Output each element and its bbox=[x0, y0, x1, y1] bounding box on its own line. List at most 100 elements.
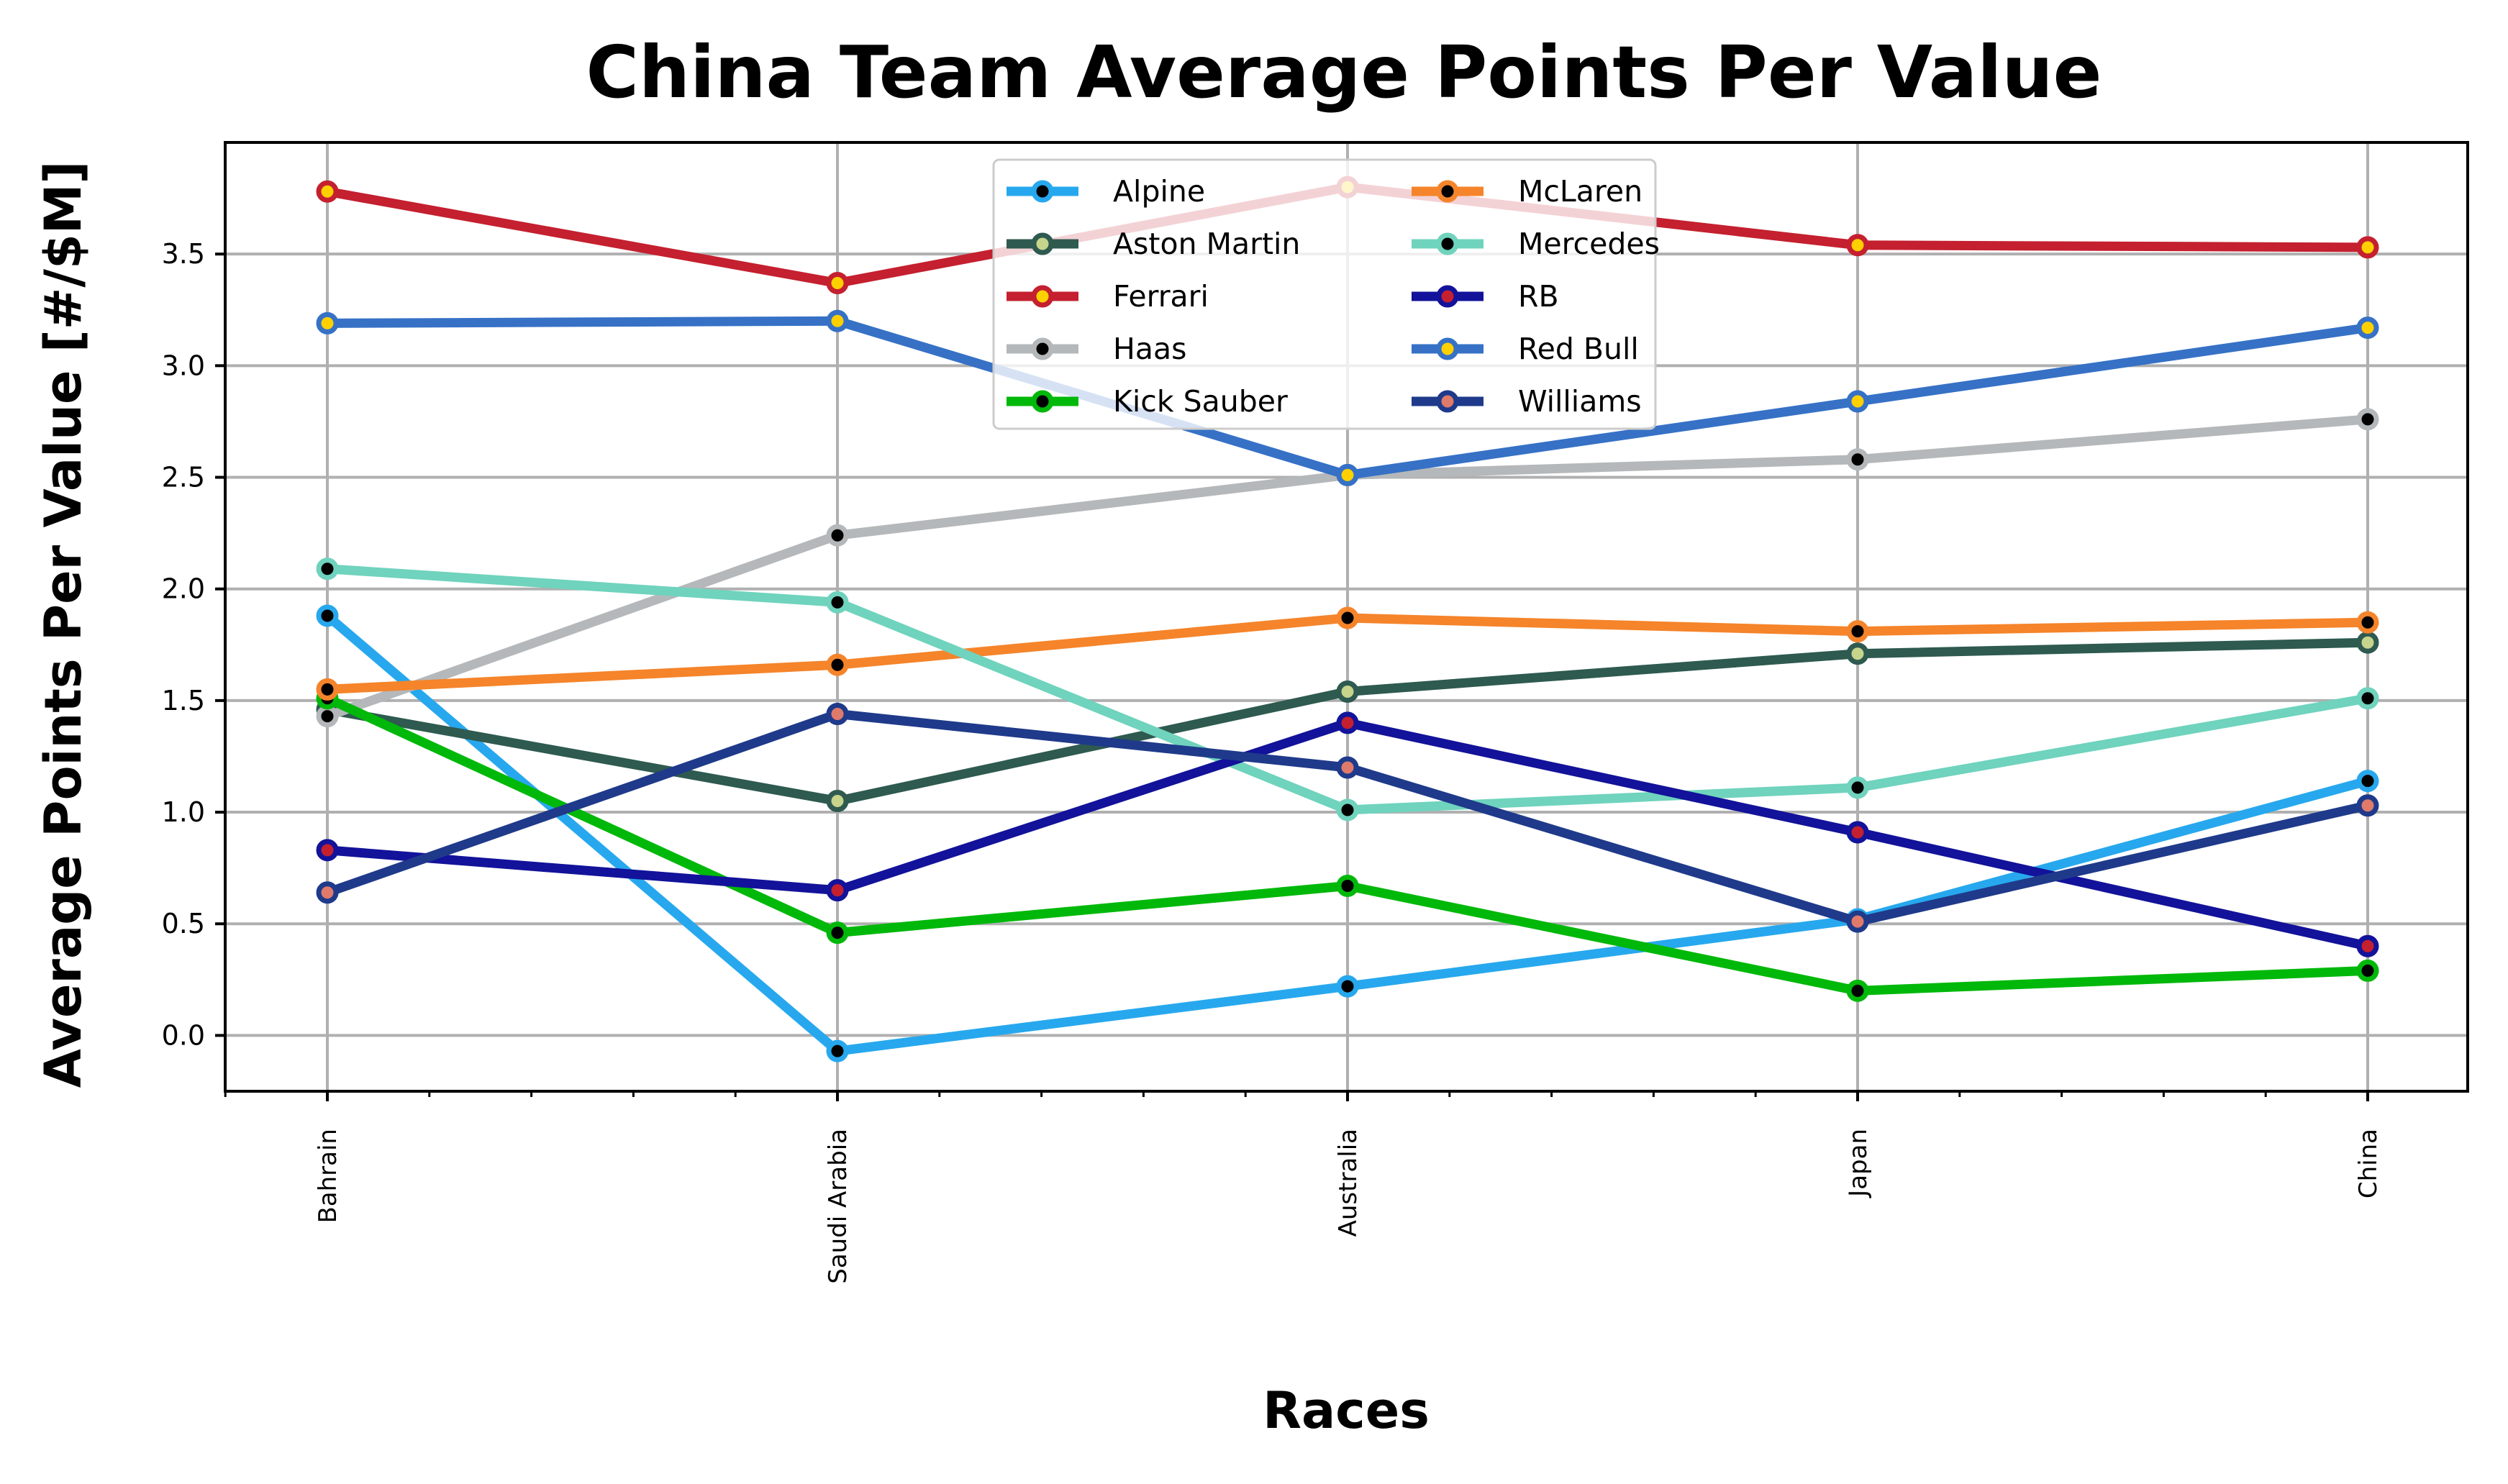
data-point bbox=[1846, 776, 1869, 799]
legend-entry: RB bbox=[1412, 279, 1559, 314]
data-point bbox=[1336, 874, 1359, 897]
series-red-bull bbox=[316, 309, 2379, 486]
data-point bbox=[1336, 756, 1359, 779]
y-tick-label: 2.5 bbox=[162, 462, 205, 493]
data-point bbox=[826, 879, 849, 902]
data-point bbox=[826, 524, 849, 547]
data-point bbox=[316, 705, 339, 728]
legend-label: Alpine bbox=[1113, 174, 1205, 209]
data-point bbox=[316, 678, 339, 701]
legend-swatch-marker bbox=[1031, 180, 1054, 203]
data-point bbox=[1846, 642, 1869, 665]
data-point bbox=[1336, 606, 1359, 629]
data-point bbox=[826, 921, 849, 944]
legend-entry: Mercedes bbox=[1412, 227, 1660, 261]
legend-label: Mercedes bbox=[1518, 227, 1660, 261]
series-rb bbox=[316, 711, 2379, 957]
chart-title: China Team Average Points Per Value bbox=[586, 30, 2102, 114]
data-point bbox=[316, 557, 339, 581]
legend-label: Red Bull bbox=[1518, 332, 1639, 366]
data-point bbox=[2356, 236, 2379, 259]
legend-entry: Aston Martin bbox=[1007, 227, 1300, 261]
y-tick-label: 1.5 bbox=[162, 685, 205, 716]
data-point bbox=[1846, 448, 1869, 471]
data-point bbox=[2356, 959, 2379, 982]
x-tick-label: Japan bbox=[1844, 1129, 1873, 1198]
x-tick-label: Saudi Arabia bbox=[824, 1129, 853, 1284]
series-mercedes bbox=[316, 557, 2379, 821]
data-point bbox=[1336, 798, 1359, 821]
legend-label: RB bbox=[1518, 279, 1559, 314]
data-point bbox=[826, 790, 849, 813]
legend-label: Ferrari bbox=[1113, 279, 1209, 314]
data-point bbox=[826, 703, 849, 726]
y-tick-label: 0.0 bbox=[162, 1019, 205, 1051]
data-point bbox=[1846, 910, 1869, 933]
legend-swatch-marker bbox=[1436, 337, 1459, 360]
data-point bbox=[1336, 711, 1359, 734]
data-point bbox=[316, 311, 339, 334]
legend-swatch-marker bbox=[1031, 285, 1054, 308]
data-point bbox=[2356, 631, 2379, 654]
data-point bbox=[2356, 317, 2379, 340]
data-point bbox=[316, 839, 339, 862]
data-point bbox=[2356, 934, 2379, 957]
data-point bbox=[826, 591, 849, 614]
legend-label: McLaren bbox=[1518, 174, 1643, 209]
legend-swatch-marker bbox=[1031, 337, 1054, 360]
legend-swatch-marker bbox=[1436, 390, 1459, 413]
axes: 0.0 0.5 1.0 1.5 2.0 2.5 3.0 3.5 Bahrain Saudi Ara… bbox=[162, 141, 2469, 1284]
data-point bbox=[1846, 821, 1869, 844]
legend-swatch-marker bbox=[1031, 232, 1054, 255]
x-tick-label: Australia bbox=[1334, 1129, 1363, 1237]
legend-label: Kick Sauber bbox=[1113, 384, 1288, 419]
data-point bbox=[826, 309, 849, 332]
legend-entry: Ferrari bbox=[1007, 279, 1209, 314]
data-point bbox=[316, 180, 339, 203]
x-tick-label: China bbox=[2354, 1129, 2383, 1198]
data-point bbox=[316, 604, 339, 627]
y-tick-label: 0.5 bbox=[162, 908, 205, 939]
x-axis-label: Races bbox=[1263, 1381, 1430, 1440]
y-tick-label: 1.0 bbox=[162, 796, 205, 828]
series-kick-sauber bbox=[316, 687, 2379, 1002]
legend-swatch-marker bbox=[1436, 180, 1459, 203]
data-point bbox=[1846, 979, 1869, 1002]
data-point bbox=[1336, 975, 1359, 998]
legend-label: Williams bbox=[1518, 384, 1642, 419]
data-point bbox=[826, 1039, 849, 1062]
data-point bbox=[1846, 620, 1869, 643]
legend-swatch-marker bbox=[1031, 390, 1054, 413]
legend-entry: Williams bbox=[1412, 384, 1642, 419]
series-lines bbox=[316, 176, 2379, 1062]
data-point bbox=[1336, 680, 1359, 703]
y-tick-label: 3.5 bbox=[162, 238, 205, 270]
legend-entry: Alpine bbox=[1007, 174, 1205, 209]
y-axis-label: Average Points Per Value [#/$M] bbox=[34, 161, 93, 1088]
legend-box bbox=[992, 158, 1657, 430]
data-point bbox=[2356, 408, 2379, 431]
legend-entry: McLaren bbox=[1412, 174, 1643, 209]
data-point bbox=[2356, 794, 2379, 817]
legend-entry: Red Bull bbox=[1412, 332, 1639, 366]
legend-swatch-marker bbox=[1436, 232, 1459, 255]
legend-label: Haas bbox=[1113, 332, 1186, 366]
data-point bbox=[2356, 687, 2379, 710]
data-point bbox=[826, 653, 849, 676]
data-point bbox=[1846, 390, 1869, 413]
x-tick-label: Bahrain bbox=[314, 1129, 342, 1224]
y-tick-label: 2.0 bbox=[162, 573, 205, 605]
legend-swatch-marker bbox=[1436, 285, 1459, 308]
data-point bbox=[316, 881, 339, 904]
data-point bbox=[1846, 234, 1869, 257]
y-tick-label: 3.0 bbox=[162, 350, 205, 381]
data-point bbox=[1336, 463, 1359, 486]
series-williams bbox=[316, 703, 2379, 933]
legend: Alpine Aston Martin Ferrari Haas Kick Sauber… bbox=[992, 158, 1660, 430]
legend-entry: Haas bbox=[1007, 332, 1186, 366]
legend-entry: Kick Sauber bbox=[1007, 384, 1288, 419]
data-point bbox=[2356, 611, 2379, 634]
legend-label: Aston Martin bbox=[1113, 227, 1300, 261]
